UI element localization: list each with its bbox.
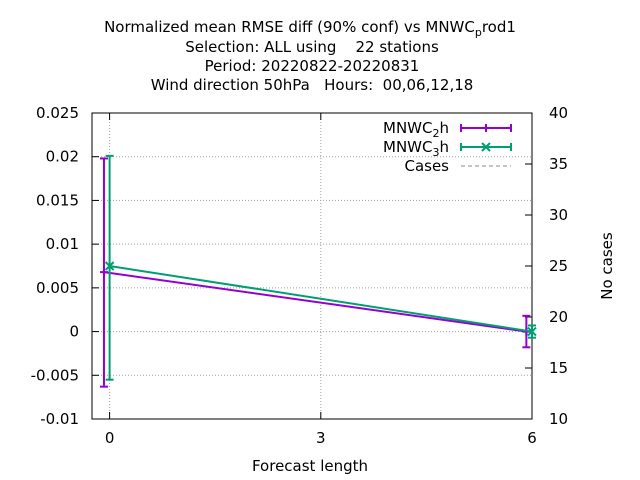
x-axis-label: Forecast length xyxy=(252,457,368,475)
y2-axis-label: No cases xyxy=(598,232,616,300)
y-tick-label: 0.025 xyxy=(36,104,79,122)
y-tick-label: 0.015 xyxy=(36,191,79,209)
y-tick-label: 0 xyxy=(69,323,79,341)
legend-entry-cases: Cases xyxy=(404,157,511,175)
legend-label-mnwc3h: MNWC3h xyxy=(383,138,449,159)
title-line-3: Period: 20220822-20220831 xyxy=(205,57,420,75)
y2-tick-label: 15 xyxy=(549,359,568,377)
y2-tick-label: 40 xyxy=(549,104,568,122)
series-1 xyxy=(99,157,531,388)
y-axis-ticks: -0.01 -0.005 0 0.005 0.01 0.015 0.02 0.025 xyxy=(31,104,99,428)
y-tick-label: -0.005 xyxy=(31,366,79,384)
legend-label-cases: Cases xyxy=(404,157,449,175)
legend: MNWC2h MNWC3h Cases xyxy=(383,119,512,175)
legend-label-mnwc2h: MNWC2h xyxy=(383,119,449,140)
legend-x-marker-mnwc3h xyxy=(481,142,491,152)
y2-tick-label: 35 xyxy=(549,155,568,173)
x-axis-ticks: 0 3 6 xyxy=(105,113,537,447)
series-line xyxy=(103,271,527,333)
legend-entry-mnwc3h: MNWC3h xyxy=(383,138,512,159)
y-tick-label: -0.01 xyxy=(40,410,79,428)
series-2 xyxy=(104,154,537,381)
y-tick-label: 0.02 xyxy=(46,148,79,166)
x-tick-label: 6 xyxy=(527,429,537,447)
y-tick-label: 0.01 xyxy=(46,235,79,253)
data-point xyxy=(99,268,108,277)
y2-tick-label: 25 xyxy=(549,257,568,275)
y-tick-label: 0.005 xyxy=(36,279,79,297)
y2-tick-label: 30 xyxy=(549,206,568,224)
title-line-2: Selection: ALL using 22 stations xyxy=(185,38,439,56)
y2-tick-label: 10 xyxy=(549,410,568,428)
title-line-4: Wind direction 50hPa Hours: 00,06,12,18 xyxy=(151,76,474,94)
plot-frame xyxy=(91,112,533,420)
y2-axis-ticks: 10 15 20 25 30 35 40 xyxy=(525,104,568,428)
grid xyxy=(92,113,532,419)
series-layer xyxy=(99,154,537,388)
legend-entry-mnwc2h: MNWC2h xyxy=(383,119,512,140)
y2-tick-label: 20 xyxy=(549,308,568,326)
data-point xyxy=(104,261,115,271)
legend-plus-marker-mnwc2h xyxy=(482,124,490,132)
series-line xyxy=(109,265,533,333)
x-tick-label: 3 xyxy=(316,429,326,447)
chart-title: Normalized mean RMSE diff (90% conf) vs … xyxy=(104,18,516,94)
title-line-1: Normalized mean RMSE diff (90% conf) vs … xyxy=(104,18,516,39)
data-point xyxy=(527,326,537,337)
x-tick-label: 0 xyxy=(105,429,115,447)
